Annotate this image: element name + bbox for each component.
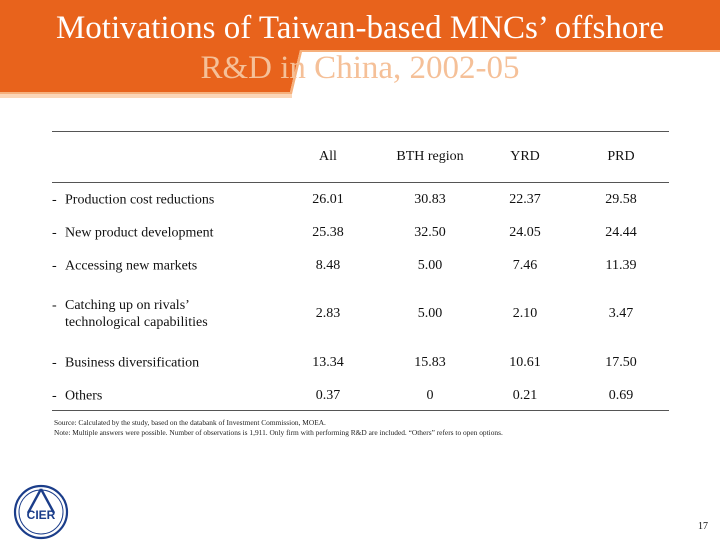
cell-prd: 3.47 bbox=[608, 306, 634, 321]
cell-all: 2.83 bbox=[315, 306, 341, 321]
cell-prd: 17.50 bbox=[605, 354, 637, 370]
slide-header: Motivations of Taiwan-based MNCs’ offsho… bbox=[0, 0, 720, 100]
cell-bth: 5.00 bbox=[417, 257, 443, 273]
footnote: Note: Multiple answers were possible. Nu… bbox=[54, 428, 503, 437]
row-label-text: Business diversification bbox=[65, 355, 200, 370]
row-label: - Others bbox=[52, 387, 295, 404]
source-note: Source: Calculated by the study, based o… bbox=[54, 418, 326, 427]
cell-all: 13.34 bbox=[312, 354, 344, 370]
cell-prd: 0.69 bbox=[608, 387, 634, 403]
cell-yrd: 0.21 bbox=[512, 387, 538, 403]
column-header-all: All bbox=[319, 149, 337, 164]
cell-yrd: 7.46 bbox=[512, 257, 538, 273]
bullet-dash: - bbox=[52, 225, 57, 240]
logo-text: CIER bbox=[26, 508, 56, 522]
table-row: - Business diversification 13.34 15.83 1… bbox=[52, 346, 669, 379]
table-bottom-rule bbox=[52, 410, 669, 411]
cell-prd: 29.58 bbox=[605, 191, 637, 207]
cell-all: 25.38 bbox=[312, 224, 344, 240]
cell-bth: 5.00 bbox=[417, 306, 443, 321]
cell-bth: 0 bbox=[426, 387, 434, 403]
table-row: - Others 0.37 0 0.21 0.69 bbox=[52, 379, 669, 412]
row-label: - Accessing new markets bbox=[52, 257, 295, 274]
page-number: 17 bbox=[698, 521, 708, 532]
column-header-yrd: YRD bbox=[510, 149, 540, 164]
cell-all: 0.37 bbox=[315, 387, 341, 403]
cell-bth: 30.83 bbox=[414, 191, 446, 207]
row-label: - Production cost reductions bbox=[52, 191, 295, 208]
cell-bth: 32.50 bbox=[414, 224, 446, 240]
table-header-row: All BTH region YRD PRD bbox=[52, 132, 669, 183]
row-label-text: Others bbox=[65, 388, 103, 403]
slide-title-line2: R&D in China, 2002-05 bbox=[200, 50, 520, 86]
bullet-dash: - bbox=[52, 355, 57, 370]
cell-prd: 11.39 bbox=[605, 257, 637, 273]
row-label-text: Production cost reductions bbox=[65, 192, 215, 207]
row-label: - New product development bbox=[52, 224, 295, 241]
row-label: - Catching up on rivals’ technological c… bbox=[52, 297, 245, 331]
header-banner bbox=[0, 0, 720, 98]
row-label-text: Accessing new markets bbox=[65, 258, 198, 273]
logo-emblem bbox=[13, 484, 69, 540]
table-row: - Production cost reductions 26.01 30.83… bbox=[52, 183, 669, 216]
table-notes: Source: Calculated by the study, based o… bbox=[54, 418, 674, 438]
cell-prd: 24.44 bbox=[605, 224, 637, 240]
slide-title-line1: Motivations of Taiwan-based MNCs’ offsho… bbox=[55, 10, 665, 46]
column-header-bth: BTH region bbox=[396, 149, 464, 164]
cell-yrd: 24.05 bbox=[509, 224, 541, 240]
cell-yrd: 10.61 bbox=[509, 354, 541, 370]
bullet-dash: - bbox=[52, 298, 57, 313]
cell-all: 8.48 bbox=[315, 257, 341, 273]
table-row: - New product development 25.38 32.50 24… bbox=[52, 216, 669, 249]
table-row: - Catching up on rivals’ technological c… bbox=[52, 282, 669, 346]
cier-logo-icon: CIER bbox=[12, 483, 70, 541]
table-row: - Accessing new markets 8.48 5.00 7.46 1… bbox=[52, 249, 669, 282]
cell-yrd: 22.37 bbox=[509, 191, 541, 207]
motivations-table: All BTH region YRD PRD - Production cost… bbox=[52, 131, 669, 412]
column-header-prd: PRD bbox=[607, 149, 635, 164]
cell-yrd: 2.10 bbox=[512, 306, 538, 321]
row-label-text: Catching up on rivals’ technological cap… bbox=[65, 298, 208, 330]
bullet-dash: - bbox=[52, 192, 57, 207]
bullet-dash: - bbox=[52, 258, 57, 273]
row-label-text: New product development bbox=[65, 225, 214, 240]
cell-bth: 15.83 bbox=[414, 354, 446, 370]
cell-all: 26.01 bbox=[312, 191, 344, 207]
bullet-dash: - bbox=[52, 388, 57, 403]
row-label: - Business diversification bbox=[52, 354, 295, 371]
